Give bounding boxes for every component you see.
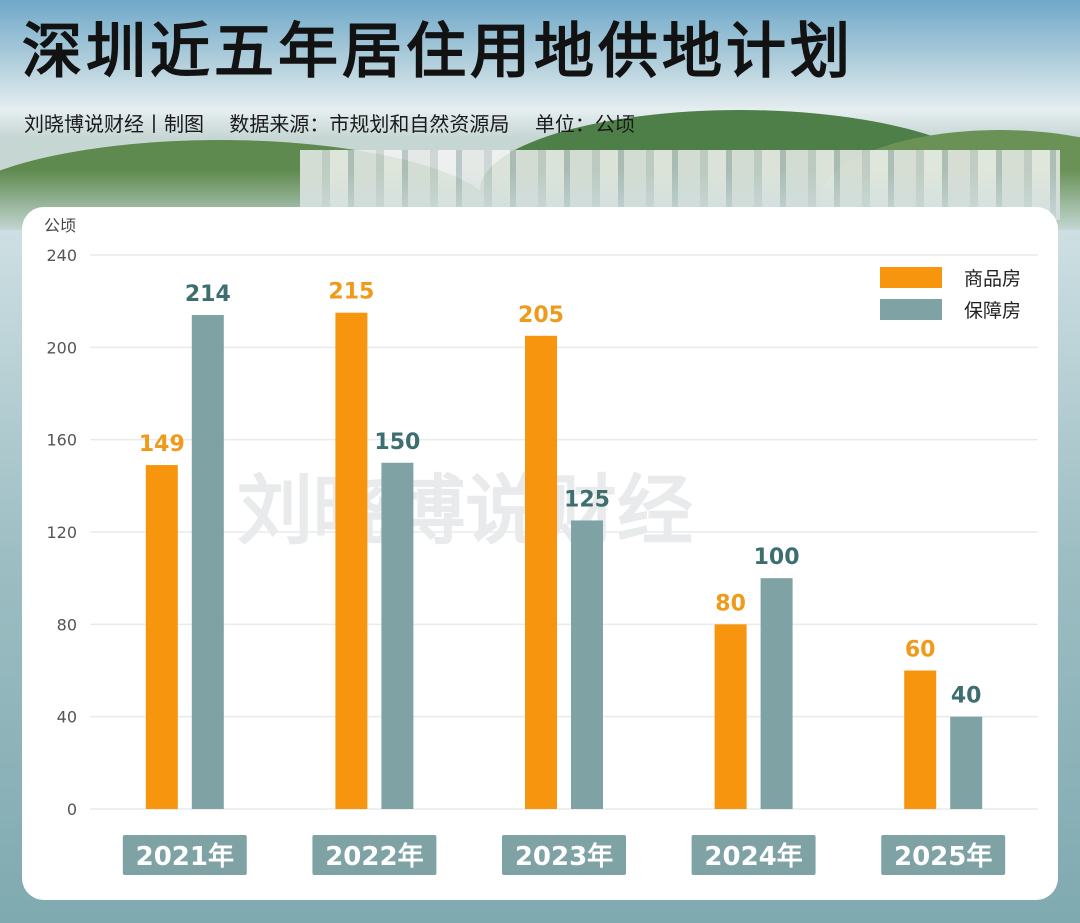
bar-commercial bbox=[714, 624, 747, 809]
value-label-commercial: 149 bbox=[139, 432, 185, 457]
value-label-commercial: 60 bbox=[905, 638, 936, 663]
source-subtitle: 刘晓博说财经丨制图 数据来源：市规划和自然资源局 单位：公顷 bbox=[24, 112, 635, 136]
page-title: 深圳近五年居住用地供地计划 bbox=[22, 17, 854, 87]
bar-affordable bbox=[191, 315, 224, 809]
bar-commercial bbox=[904, 670, 937, 809]
legend-label: 保障房 bbox=[964, 300, 1021, 322]
value-label-affordable: 100 bbox=[754, 545, 800, 570]
y-tick-label: 240 bbox=[46, 246, 77, 265]
y-tick-label: 160 bbox=[46, 431, 77, 450]
value-label-affordable: 125 bbox=[564, 487, 610, 512]
year-badge bbox=[312, 835, 437, 875]
year-badge bbox=[691, 835, 816, 875]
year-label: 2024年 bbox=[704, 841, 802, 872]
y-tick-label: 120 bbox=[46, 523, 77, 542]
year-label: 2022年 bbox=[325, 841, 423, 872]
y-tick-label: 80 bbox=[57, 615, 77, 634]
value-label-affordable: 214 bbox=[185, 282, 231, 307]
bar-affordable bbox=[760, 578, 793, 809]
value-label-commercial: 205 bbox=[518, 303, 564, 328]
legend-swatch bbox=[880, 267, 942, 288]
y-axis-unit-label: 公顷 bbox=[44, 216, 76, 235]
year-label: 2025年 bbox=[894, 841, 992, 872]
y-tick-label: 0 bbox=[67, 800, 77, 819]
y-tick-label: 40 bbox=[57, 708, 77, 727]
bar-commercial bbox=[525, 335, 557, 809]
bar-affordable bbox=[571, 520, 603, 809]
y-tick-label: 200 bbox=[46, 338, 77, 357]
value-label-commercial: 215 bbox=[328, 280, 374, 305]
year-badge bbox=[122, 835, 247, 875]
year-badge bbox=[502, 835, 626, 875]
bar-commercial bbox=[145, 465, 178, 809]
bar-commercial bbox=[335, 312, 368, 809]
bar-affordable bbox=[950, 716, 983, 809]
chart-card: 刘晓博说财经 0 40 80 120 160 200 240 公顷 149 214 2021年 215 1… bbox=[22, 207, 1058, 900]
year-badge bbox=[881, 835, 1006, 875]
watermark-text: 刘晓博说财经 bbox=[237, 466, 693, 555]
bar-chart: 刘晓博说财经 0 40 80 120 160 200 240 公顷 149 214 2021年 215 1… bbox=[44, 216, 1038, 875]
value-label-commercial: 80 bbox=[715, 591, 746, 616]
legend-label: 商品房 bbox=[964, 268, 1021, 290]
year-label: 2023年 bbox=[515, 841, 613, 872]
value-label-affordable: 150 bbox=[374, 430, 420, 455]
value-label-affordable: 40 bbox=[951, 684, 982, 709]
legend-swatch bbox=[880, 299, 942, 320]
bar-affordable bbox=[381, 462, 414, 809]
year-label: 2021年 bbox=[136, 841, 234, 872]
